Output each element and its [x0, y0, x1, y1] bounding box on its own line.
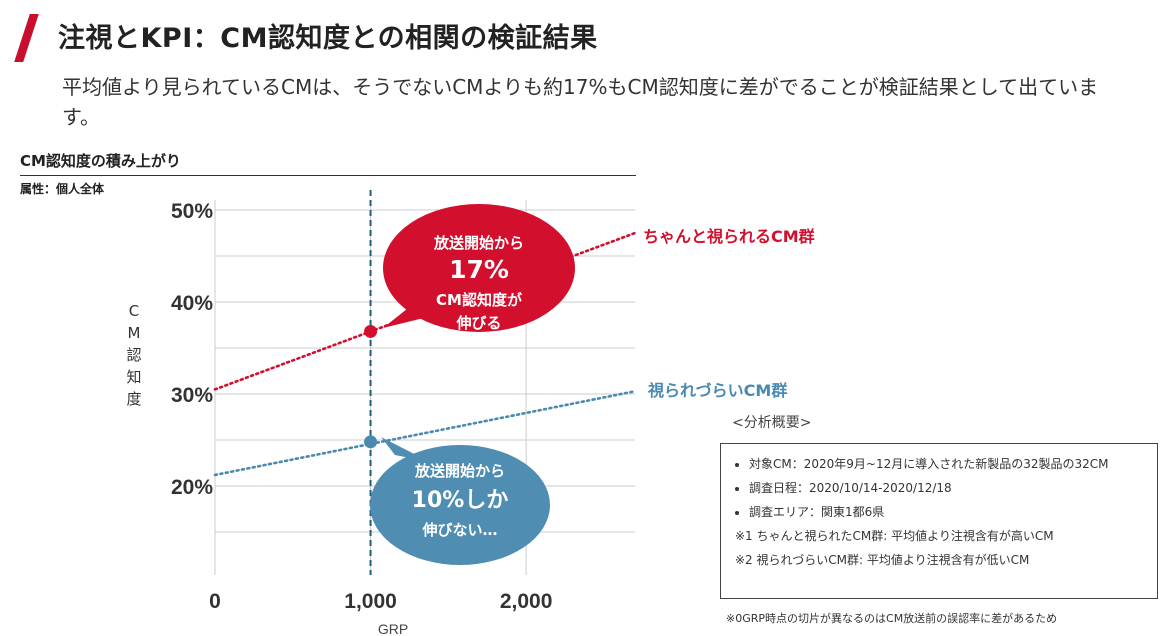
callout-bubble-less-viewed — [370, 445, 550, 565]
callout-text-well-viewed: 放送開始から — [433, 234, 524, 252]
summary-list: 対象CM：2020年9月~12月に導入された新製品の32製品の32CM 調査日程… — [735, 452, 1147, 524]
callout-text-less-viewed: 伸びない… — [421, 521, 497, 539]
summary-note: ※2 視られづらいCM群: 平均値より注視含有が低いCM — [735, 553, 1030, 567]
page-subtitle: 平均値より見られているCMは、そうでないCMよりも約17%もCM認知度に差がでる… — [62, 75, 1099, 129]
summary-box: 対象CM：2020年9月~12月に導入された新製品の32製品の32CM 調査日程… — [720, 443, 1158, 599]
callout-text-less-viewed: 放送開始から — [414, 462, 505, 480]
summary-title: <分析概要> — [732, 415, 812, 431]
summary-item-target: 対象CM：2020年9月~12月に導入された新製品の32製品の32CM — [749, 452, 1147, 476]
summary-note: ※1 ちゃんと視られたCM群: 平均値より注視含有が高いCM — [735, 529, 1054, 543]
series-line-less-viewed — [213, 389, 637, 477]
summary-item-area: 調査エリア：関東1都6県 — [749, 500, 1147, 524]
y-tick-label: 20% — [171, 476, 213, 499]
x-tick-label: 2,000 — [500, 590, 553, 613]
callout-text-well-viewed: 17% — [449, 255, 509, 284]
footnote: ※0GRP時点の切片が異なるのはCM放送前の誤認率に差があるため — [726, 612, 1058, 625]
attribute-label: 属性：個人全体 — [20, 182, 105, 196]
series-marker-less-viewed — [364, 435, 378, 449]
callout-text-well-viewed: CM認知度が — [436, 291, 523, 309]
y-axis-label-char: 度 — [126, 390, 142, 408]
legend-label-less-viewed: 視られづらいCM群 — [647, 381, 787, 400]
callout-bubble-well-viewed — [383, 204, 575, 332]
y-tick-label: 40% — [171, 292, 213, 315]
series-marker-well-viewed — [364, 324, 378, 338]
x-tick-label: 1,000 — [344, 590, 397, 613]
y-axis-label-char: C — [128, 302, 140, 320]
x-axis-label: GRP — [378, 621, 408, 636]
y-axis-label: C M 認 知 度 — [124, 300, 144, 410]
y-axis-label-char: 認 — [126, 346, 142, 364]
callout-text-well-viewed: 伸びる — [455, 314, 501, 332]
y-tick-label: 50% — [171, 200, 213, 223]
x-tick-label: 0 — [209, 590, 221, 613]
y-axis-label-char: M — [127, 324, 141, 342]
summary-item-schedule: 調査日程：2020/10/14-2020/12/18 — [749, 476, 1147, 500]
chart-heading: CM認知度の積み上がり — [20, 150, 636, 176]
y-tick-label: 30% — [171, 384, 213, 407]
page-title: 注視とKPI：CM認知度との相関の検証結果 — [58, 23, 598, 54]
legend-label-well-viewed: ちゃんと視られるCM群 — [643, 227, 815, 246]
y-axis-label-char: 知 — [126, 368, 142, 386]
callout-text-less-viewed: 10%しか — [412, 488, 509, 513]
